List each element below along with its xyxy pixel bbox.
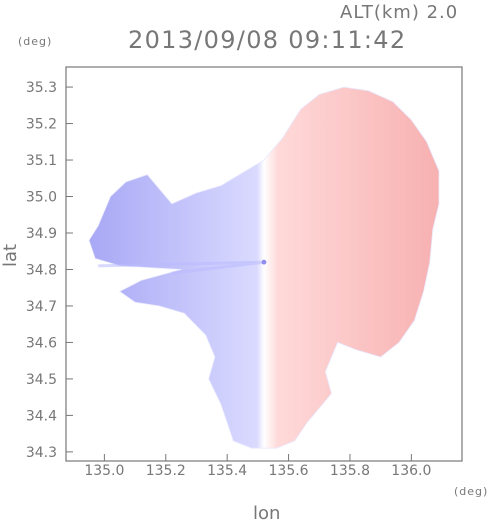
y-tick-label: 34.5 (26, 372, 57, 388)
y-tick-label: 34.6 (26, 335, 57, 351)
x-tick-label: 135.0 (84, 463, 124, 479)
y-tick-label: 35.1 (26, 153, 57, 169)
radar-coverage-field (88, 86, 440, 449)
y-tick-label: 34.7 (26, 299, 57, 315)
x-tick-label: 135.6 (269, 463, 309, 479)
y-tick-label: 34.3 (26, 445, 57, 461)
y-axis-unit: (deg) (18, 35, 52, 48)
y-tick-label: 35.2 (26, 117, 57, 133)
y-tick-label: 34.9 (26, 226, 57, 242)
axis-ticks: 135.0 135.2 135.4 135.6 135.8 136.0 34.3 34.4 34… (26, 80, 432, 479)
y-tick-label: 34.8 (26, 262, 57, 278)
x-tick-label: 135.8 (330, 463, 370, 479)
x-tick-label: 135.2 (146, 463, 186, 479)
y-axis-label: lat (0, 244, 21, 267)
y-tick-label: 35.3 (26, 80, 57, 96)
y-tick-label: 35.0 (26, 190, 57, 206)
altitude-label: ALT(km) 2.0 (340, 2, 458, 23)
x-tick-label: 136.0 (391, 463, 431, 479)
x-axis-unit: (deg) (454, 485, 488, 498)
coverage-polygon (88, 86, 440, 449)
x-tick-label: 135.4 (207, 463, 247, 479)
x-axis-label: lon (253, 503, 280, 521)
radar-site-marker (261, 259, 267, 265)
chart-title: 2013/09/08 09:11:42 (128, 26, 406, 54)
y-tick-label: 34.4 (26, 408, 57, 424)
